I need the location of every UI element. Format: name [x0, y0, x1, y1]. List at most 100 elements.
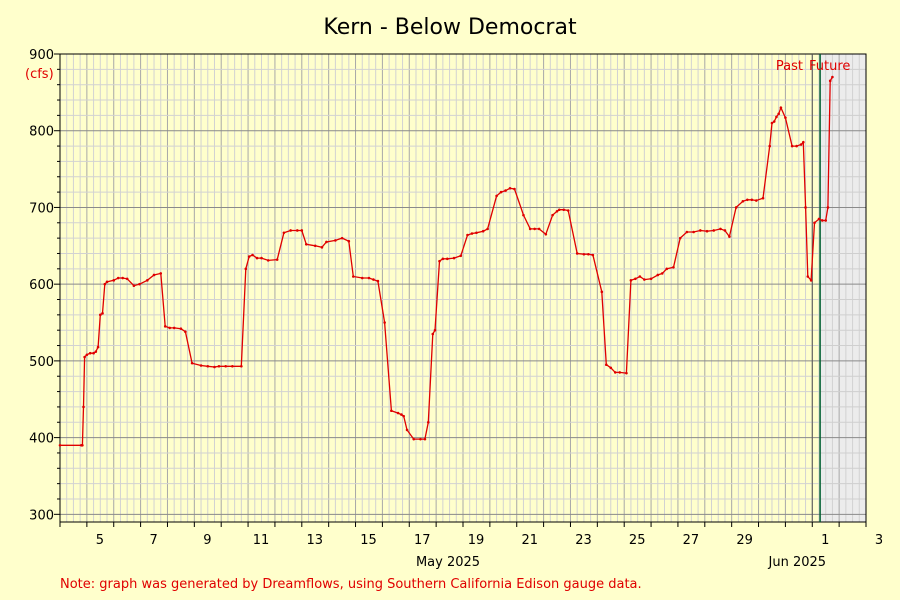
- data-point: [750, 198, 754, 202]
- data-point: [390, 409, 393, 413]
- data-point: [821, 219, 824, 222]
- future-label: Future: [809, 59, 850, 74]
- data-point: [426, 420, 430, 424]
- data-point: [101, 312, 104, 315]
- past-label: Past: [776, 59, 803, 74]
- data-point: [179, 327, 183, 330]
- data-point: [376, 279, 380, 283]
- data-point: [544, 232, 548, 236]
- data-point: [777, 112, 780, 116]
- data-point: [643, 278, 646, 281]
- data-point: [340, 236, 344, 240]
- data-point: [806, 275, 810, 278]
- data-point: [289, 229, 292, 232]
- data-point: [784, 116, 787, 119]
- data-point: [240, 364, 243, 368]
- data-point: [244, 267, 248, 271]
- data-point: [88, 351, 92, 355]
- data-point: [508, 186, 512, 190]
- data-point: [533, 227, 536, 231]
- data-point: [217, 364, 221, 368]
- data-point: [761, 196, 765, 200]
- data-point: [656, 273, 660, 277]
- data-point: [790, 144, 794, 148]
- x-tick-label: 29: [736, 533, 753, 548]
- data-point: [94, 350, 98, 353]
- data-point: [81, 443, 84, 447]
- data-point: [412, 437, 416, 441]
- data-point: [618, 371, 622, 374]
- data-point: [831, 75, 834, 79]
- data-point: [746, 198, 749, 202]
- future-region: [820, 54, 866, 522]
- data-point: [575, 252, 579, 255]
- data-point: [116, 276, 120, 280]
- data-point: [504, 189, 507, 192]
- data-point: [419, 437, 422, 441]
- data-point: [452, 256, 456, 260]
- x-tick-label: 3: [875, 533, 883, 548]
- x-tick-label: 11: [253, 533, 270, 548]
- data-point: [779, 106, 783, 110]
- data-point: [347, 239, 351, 243]
- x-tick-label: 1: [821, 533, 829, 548]
- data-point: [613, 371, 617, 374]
- data-point: [604, 363, 608, 367]
- data-point: [799, 143, 803, 146]
- y-axis-unit: (cfs): [25, 67, 54, 82]
- data-point: [609, 366, 613, 370]
- data-point: [824, 219, 827, 222]
- data-point: [537, 227, 541, 231]
- data-point: [367, 276, 371, 280]
- data-point: [600, 290, 604, 294]
- data-point: [692, 230, 695, 234]
- data-point: [672, 265, 675, 269]
- x-tick-label: 27: [683, 533, 700, 548]
- data-point: [723, 229, 727, 232]
- data-point: [213, 365, 216, 369]
- data-point: [103, 282, 107, 286]
- x-tick-label: 15: [360, 533, 377, 548]
- data-point: [313, 244, 317, 248]
- data-point: [83, 355, 86, 359]
- data-point: [334, 239, 337, 242]
- data-point: [372, 278, 375, 281]
- data-point: [481, 229, 485, 233]
- data-point: [528, 227, 532, 231]
- data-point: [266, 259, 270, 262]
- data-point: [499, 190, 503, 194]
- data-point: [699, 229, 702, 232]
- data-point: [251, 253, 254, 257]
- data-point: [522, 213, 525, 217]
- data-point: [112, 279, 116, 282]
- data-point: [475, 231, 478, 235]
- x-tick-label: 5: [96, 533, 104, 548]
- grid: [59, 53, 866, 522]
- data-point: [125, 277, 129, 281]
- data-point: [513, 187, 516, 191]
- series-line: [60, 76, 833, 446]
- data-point: [828, 79, 832, 83]
- data-point: [638, 275, 642, 278]
- data-point: [199, 364, 203, 367]
- data-point: [99, 313, 102, 317]
- data-point: [712, 229, 716, 232]
- data-point: [159, 272, 163, 275]
- data-point: [446, 257, 449, 261]
- data-point: [184, 330, 187, 334]
- data-point: [802, 140, 805, 144]
- data-point: [634, 277, 637, 281]
- axis-ticks: [54, 53, 867, 527]
- data-point: [255, 256, 259, 260]
- data-point: [231, 364, 234, 368]
- data-point: [660, 272, 664, 275]
- data-point: [719, 227, 722, 231]
- data-point: [402, 414, 405, 418]
- data-point: [817, 217, 821, 221]
- x-tick-label: 25: [629, 533, 646, 548]
- data-point: [470, 232, 474, 235]
- data-point: [121, 276, 124, 280]
- data-point: [58, 443, 62, 447]
- data-point: [260, 256, 263, 260]
